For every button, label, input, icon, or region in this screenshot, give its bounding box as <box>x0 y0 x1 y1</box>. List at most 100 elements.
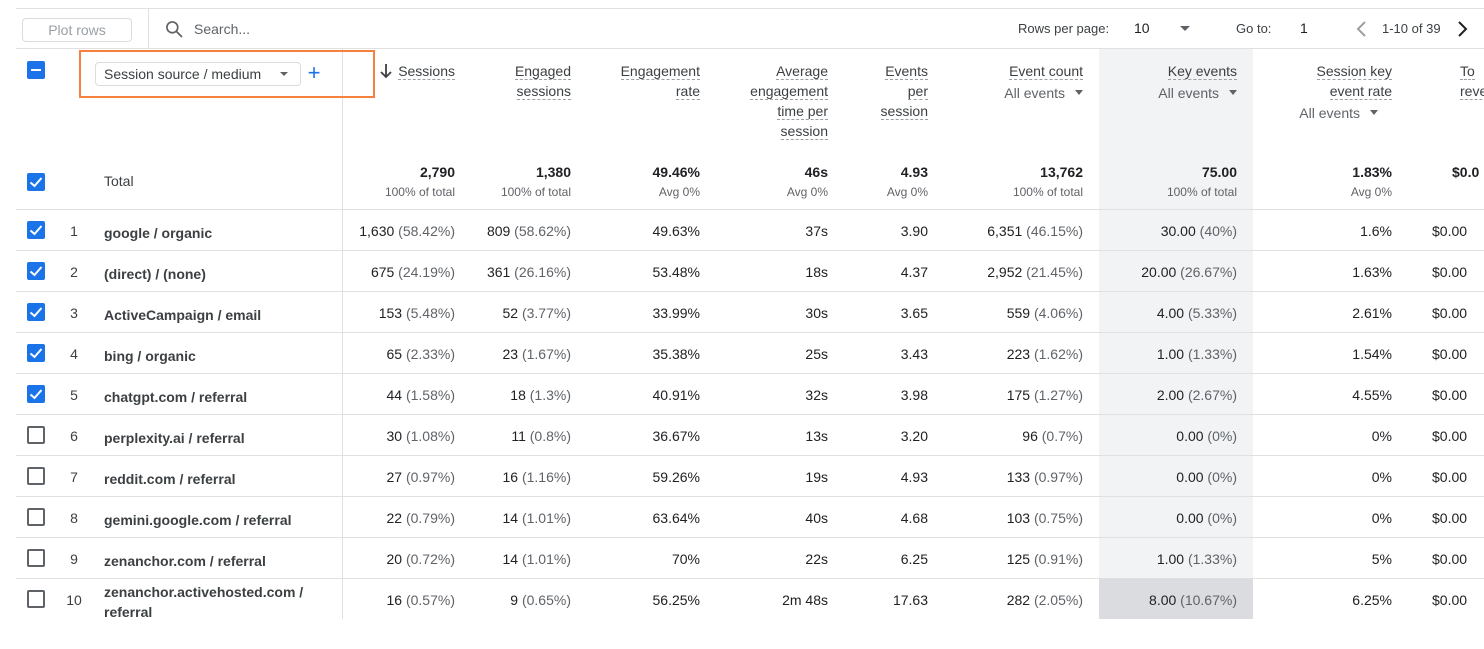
column-header-event-count[interactable]: Event count All events <box>953 61 1083 103</box>
column-header-engaged-sessions[interactable]: Engaged sessions <box>461 61 571 101</box>
row-checkbox[interactable] <box>27 549 45 567</box>
column-header-engagement-rate[interactable]: Engagement rate <box>590 61 700 101</box>
row-cell: 2m 48s <box>678 592 828 608</box>
table-row[interactable]: 10 zenanchor.activehosted.com / referral 1… <box>0 579 1484 620</box>
cell-value: 3.20 <box>900 428 928 444</box>
row-cell: 16 (0.57%) <box>325 592 456 608</box>
row-cell: 175 (1.27%) <box>913 387 1083 403</box>
chevron-down-icon[interactable] <box>1180 26 1190 31</box>
search-input[interactable] <box>194 18 444 40</box>
column-divider <box>342 49 343 619</box>
chevron-right-icon[interactable] <box>1452 19 1472 39</box>
row-checkbox[interactable] <box>27 344 45 362</box>
total-row-checkbox[interactable] <box>27 173 45 191</box>
cell-value: 0.00 <box>1176 510 1204 526</box>
cell-value: 25s <box>805 346 828 362</box>
table-row[interactable]: 2 (direct) / (none) 675 (24.19%) 361 (26.16… <box>0 251 1484 292</box>
chevron-down-icon <box>280 72 288 76</box>
table-row[interactable]: 4 bing / organic 65 (2.33%) 23 (1.67%) 35.38… <box>0 333 1484 374</box>
row-cell: 14 (1.01%) <box>421 510 572 526</box>
metric-filter-select[interactable]: All events <box>1262 103 1378 123</box>
cell-value: 1,630 <box>359 223 395 239</box>
arrow-down-icon[interactable] <box>379 63 393 79</box>
table-row[interactable]: 9 zenanchor.com / referral 20 (0.72%) 14 (1… <box>0 538 1484 579</box>
row-cell: 44 (1.58%) <box>325 387 456 403</box>
check-icon <box>29 348 43 359</box>
row-cell: 2.61% <box>1222 305 1392 321</box>
cell-value: 6.25% <box>1352 592 1392 608</box>
row-checkbox[interactable] <box>27 590 45 608</box>
row-cell: $0.00 <box>1432 346 1467 362</box>
total-value: 1,380 <box>535 164 571 180</box>
row-dimension-value: bing / organic <box>104 348 196 364</box>
column-header-label: rever <box>1460 83 1484 100</box>
column-header-label: Event count <box>1009 63 1083 80</box>
column-header-sessions[interactable]: Sessions <box>365 61 455 81</box>
column-header-events-per-session[interactable]: Events per session <box>838 61 928 121</box>
go-to-input[interactable]: 1 <box>1300 20 1308 36</box>
cell-value: 133 <box>1006 469 1031 485</box>
cell-percent: (1.3%) <box>525 387 571 403</box>
row-number: 8 <box>70 510 78 526</box>
table-row[interactable]: 3 ActiveCampaign / email 153 (5.48%) 52 (3.… <box>0 292 1484 333</box>
total-cell: 1,380 100% of total <box>461 163 571 199</box>
column-header-label: Session key <box>1316 63 1392 80</box>
row-cell: 4.37 <box>798 264 928 280</box>
row-cell: 1,630 (58.42%) <box>325 223 455 239</box>
row-checkbox[interactable] <box>27 508 45 526</box>
cell-value: 4.00 <box>1156 305 1185 321</box>
table-row[interactable]: 1 google / organic 1,630 (58.42%) 809 (58.6… <box>0 210 1484 251</box>
cell-value: 0.00 <box>1176 428 1204 444</box>
cell-value: 32s <box>805 387 828 403</box>
cell-percent: (40%) <box>1195 223 1237 239</box>
metric-filter-select[interactable]: All events <box>953 83 1083 103</box>
cell-percent: (2.67%) <box>1184 387 1237 403</box>
total-subtext: 100% of total <box>384 185 455 199</box>
row-checkbox[interactable] <box>27 385 45 403</box>
rows-per-page-label: Rows per page: <box>1018 21 1110 36</box>
plot-rows-button[interactable]: Plot rows <box>22 18 132 42</box>
table-row[interactable]: 7 reddit.com / referral 27 (0.97%) 16 (1.16… <box>0 456 1484 497</box>
dimension-select[interactable]: Session source / medium <box>95 62 301 86</box>
row-checkbox[interactable] <box>27 467 45 485</box>
row-cell: 0.00 (0%) <box>1067 469 1237 485</box>
column-header-key-events[interactable]: Key events All events <box>1107 61 1237 103</box>
row-checkbox[interactable] <box>27 221 45 239</box>
select-all-checkbox[interactable] <box>27 61 45 79</box>
column-header-average-engagement-time-per-session[interactable]: Average engagement time per session <box>718 61 828 141</box>
row-dimension-value: google / organic <box>104 225 213 241</box>
row-checkbox[interactable] <box>27 303 45 321</box>
row-number: 3 <box>70 305 78 321</box>
table-row[interactable]: 6 perplexity.ai / referral 30 (1.08%) 11 (0… <box>0 415 1484 456</box>
rows-per-page-select[interactable]: 10 <box>1134 20 1150 36</box>
cell-value: 0.00 <box>1176 469 1204 485</box>
cell-value: 16 <box>386 592 403 608</box>
metric-filter-label: All events <box>1004 85 1065 101</box>
metric-filter-select[interactable]: All events <box>1107 83 1237 103</box>
row-dimension-value: chatgpt.com / referral <box>104 389 248 405</box>
cell-value: 22s <box>805 551 828 567</box>
table-row[interactable]: 5 chatgpt.com / referral 44 (1.58%) 18 (1.3… <box>0 374 1484 415</box>
row-cell: 18 (1.3%) <box>421 387 571 403</box>
row-cell: 4.68 <box>798 510 928 526</box>
row-cell: 40.91% <box>550 387 700 403</box>
cell-value: 18s <box>805 264 828 280</box>
cell-percent: (58.62%) <box>510 223 571 239</box>
row-divider <box>16 373 1484 374</box>
cell-percent: (1.62%) <box>1030 346 1083 362</box>
cell-percent: (2.33%) <box>402 346 455 362</box>
column-header-total-revenue[interactable]: To rever <box>1460 61 1484 101</box>
add-dimension-button[interactable]: + <box>307 60 321 85</box>
row-checkbox[interactable] <box>27 426 45 444</box>
row-checkbox[interactable] <box>27 262 45 280</box>
chevron-down-icon <box>1370 109 1378 115</box>
chevron-left-icon[interactable] <box>1352 19 1372 39</box>
row-cell: $0.00 <box>1432 428 1467 444</box>
cell-percent: (1.33%) <box>1184 346 1237 362</box>
column-header-label: Key events <box>1167 63 1237 80</box>
row-cell: 40s <box>678 510 828 526</box>
row-cell: 153 (5.48%) <box>325 305 455 321</box>
row-number: 6 <box>70 428 78 444</box>
table-row[interactable]: 8 gemini.google.com / referral 22 (0.79%) 1… <box>0 497 1484 538</box>
column-header-session-key-event-rate[interactable]: Session key event rate All events <box>1262 61 1392 123</box>
